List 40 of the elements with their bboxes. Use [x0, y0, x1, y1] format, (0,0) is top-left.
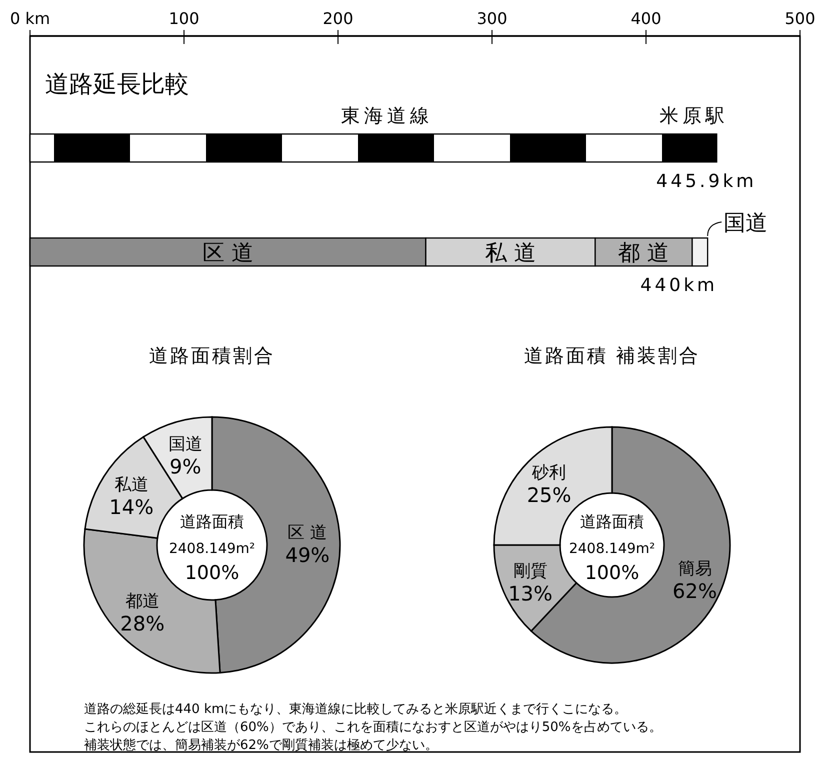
total-label: 445.9km: [656, 171, 757, 192]
x-tick-label: 200: [322, 9, 354, 28]
x-tick-label: 300: [476, 9, 508, 28]
data-label: 25%: [526, 483, 572, 508]
text: 道路面積: [180, 512, 244, 531]
text: これらのほとんどは区道（60%）であり、これを面積になおすと区道がやはり50%を占めている。: [84, 720, 662, 735]
x-tick-label: 100: [168, 9, 200, 28]
x-tick-label: 0 km: [10, 9, 50, 28]
chart-title: 道路面積割合: [149, 345, 275, 367]
data-label: 13%: [508, 581, 553, 606]
x-tick-label: 400: [630, 9, 662, 28]
total-label: 440km: [640, 275, 718, 296]
text: 道路の総延長は440 kmにもなり、東海道線に比較してみると米原駅近くまで行くこになる。: [84, 702, 628, 717]
series-label: 私 道: [484, 241, 536, 266]
data-label: 14%: [109, 494, 154, 519]
data-label: 62%: [672, 578, 717, 603]
text: 補装状態では、簡易補装が62%で剛質補装は極めて少ない。: [84, 738, 438, 753]
series-label: 区 道: [202, 241, 254, 266]
text: 道路面積: [580, 512, 644, 531]
text: 2408.149m²: [168, 541, 256, 557]
text: 2408.149m²: [568, 541, 656, 557]
slice-label: 剛質: [513, 561, 548, 582]
chart-title: 道路面積 補装割合: [524, 345, 700, 367]
chart-title: 道路延長比較: [45, 70, 189, 98]
data-label: 28%: [120, 611, 165, 636]
slice-label: 簡易: [678, 558, 712, 579]
legend-label: 国道: [724, 211, 768, 236]
series-label: 東海道線: [341, 105, 434, 127]
slice-label: 都道: [125, 591, 160, 612]
x-tick-label: 500: [784, 9, 816, 28]
slice-label: 国道: [168, 434, 202, 454]
slice-label: 私道: [114, 474, 148, 495]
slice-label: 区 道: [288, 523, 328, 543]
data-label: 49%: [285, 543, 330, 567]
text: 100%: [184, 562, 240, 584]
data-label: 9%: [169, 454, 202, 478]
series-label: 都 道: [618, 241, 670, 266]
annotation: 米原駅: [660, 105, 729, 127]
slice-label: 砂利: [531, 463, 566, 484]
text: 100%: [584, 562, 640, 584]
